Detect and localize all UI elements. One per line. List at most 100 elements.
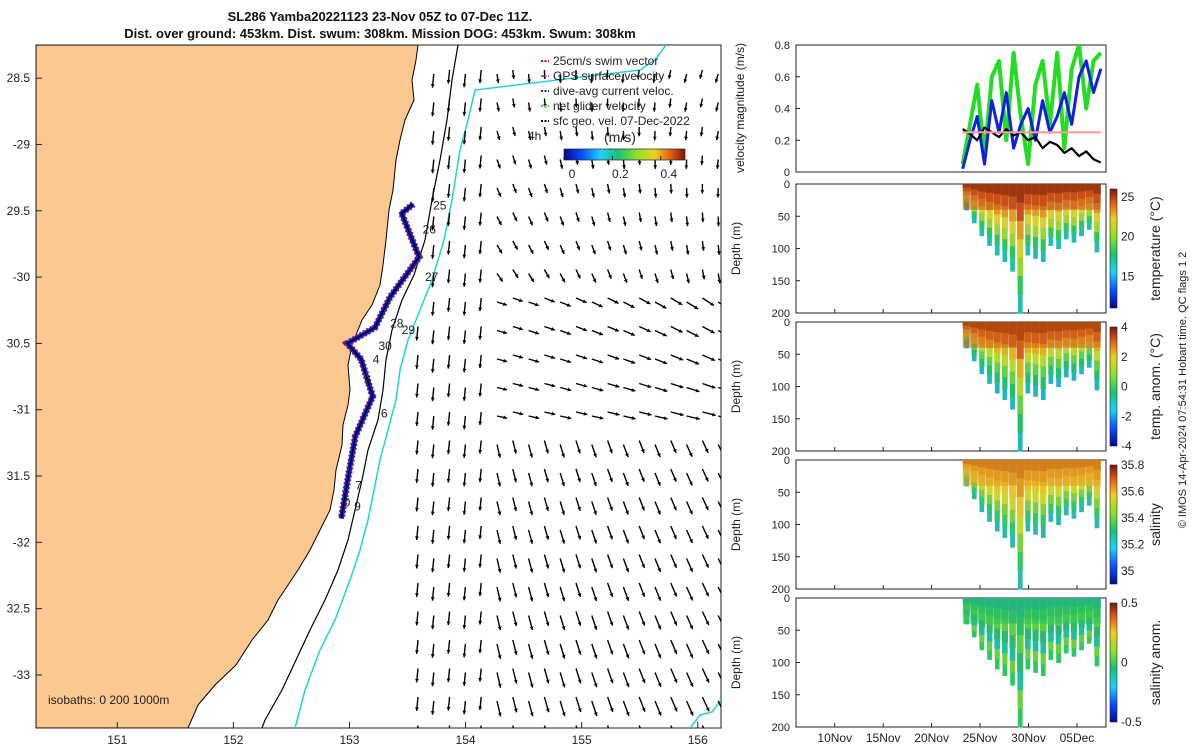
section-cell bbox=[1071, 501, 1077, 511]
legend-entry: GPS surface velocity bbox=[553, 69, 664, 83]
time-tick-label: 05Dec bbox=[1060, 731, 1095, 745]
section-cell bbox=[1094, 370, 1100, 381]
section-cell bbox=[1017, 414, 1023, 434]
time-tick-label: 30Nov bbox=[1011, 731, 1046, 745]
section-cell bbox=[1024, 214, 1031, 226]
section-cell bbox=[1086, 347, 1093, 355]
map-y-tick-label: 30.5 bbox=[7, 336, 31, 350]
section-cell bbox=[1048, 503, 1054, 514]
section-cell bbox=[986, 503, 993, 514]
section-cell bbox=[1086, 492, 1092, 500]
section-cell bbox=[1017, 432, 1023, 452]
map-y-tick-label: -32 bbox=[13, 535, 31, 549]
section-cell bbox=[1010, 246, 1016, 260]
section-cell bbox=[1025, 520, 1031, 532]
section-cell bbox=[1002, 504, 1008, 516]
section-cell bbox=[979, 220, 985, 229]
glider-track bbox=[337, 201, 424, 520]
section-cell bbox=[1063, 353, 1070, 362]
section-cell bbox=[1063, 345, 1070, 354]
section-panel: 0 50 100 150 200 Depth (m) 0.5 0 -0.5 salinity an… bbox=[729, 593, 1163, 734]
section-colorbar-tick-label: 35.4 bbox=[1121, 511, 1145, 525]
section-cell bbox=[1001, 344, 1009, 356]
section-colorbar-tick-label: -0.5 bbox=[1121, 715, 1142, 729]
section-cell bbox=[1094, 498, 1100, 509]
section-cell bbox=[1039, 482, 1047, 494]
section-cell bbox=[979, 634, 985, 643]
section-cell bbox=[994, 500, 1001, 512]
map-y-tick-label: -30 bbox=[13, 270, 31, 284]
section-cell bbox=[1032, 629, 1039, 641]
section-cell bbox=[1071, 631, 1077, 641]
section-cell bbox=[1063, 231, 1069, 240]
section-y-tick-label: 100 bbox=[772, 658, 790, 670]
legend-entry: sfc geo. vel. 07-Dec-2022 bbox=[553, 114, 690, 128]
section-cell bbox=[1056, 506, 1062, 516]
section-cell bbox=[1071, 647, 1077, 657]
section-cell bbox=[986, 641, 993, 652]
section-cell bbox=[1017, 515, 1024, 535]
section-cell bbox=[1047, 624, 1054, 634]
section-cell bbox=[1047, 348, 1054, 358]
section-cell bbox=[1063, 507, 1069, 516]
section-cell bbox=[1063, 637, 1069, 646]
map-y-tick-label: 29.5 bbox=[7, 204, 31, 218]
section-cell bbox=[1040, 664, 1046, 676]
section-cell bbox=[994, 628, 1001, 640]
section-cell bbox=[1001, 493, 1008, 505]
section-ylabel: Depth (m) bbox=[729, 636, 743, 689]
time-tick-label: 20Nov bbox=[914, 731, 949, 745]
section-cell bbox=[987, 374, 992, 384]
section-cell bbox=[994, 362, 1001, 374]
section-cell bbox=[1033, 661, 1038, 673]
time-x-ticks: 10Nov 15Nov 20Nov 25Nov 30Nov 05Dec bbox=[817, 731, 1094, 745]
map-x-tick-label: 151 bbox=[107, 733, 127, 747]
section-cell bbox=[1048, 219, 1054, 229]
section-cell bbox=[1093, 351, 1100, 362]
section-cell bbox=[1010, 660, 1016, 674]
section-cell bbox=[978, 482, 985, 491]
section-cell bbox=[1024, 628, 1031, 640]
section-cell bbox=[1025, 362, 1031, 374]
section-ylabel: Depth (m) bbox=[729, 498, 743, 551]
section-cell bbox=[994, 224, 1001, 236]
section-cell bbox=[994, 638, 1001, 650]
section-cell bbox=[1086, 623, 1093, 631]
section-colorbar-tick-label: 15 bbox=[1121, 269, 1135, 283]
section-cell bbox=[1039, 620, 1047, 632]
section-cell bbox=[971, 493, 977, 500]
map-colorbar bbox=[563, 148, 686, 161]
section-cell bbox=[1093, 627, 1100, 638]
isobath-200m bbox=[261, 45, 459, 728]
section-cell bbox=[1063, 629, 1070, 638]
section-cell bbox=[971, 355, 977, 362]
section-cell bbox=[1017, 671, 1024, 691]
section-cell bbox=[1086, 222, 1092, 230]
copyright-note: © IMOS 14-Apr-2024 07:54:31 Hobart time.… bbox=[1177, 252, 1189, 529]
section-cell bbox=[1009, 371, 1016, 385]
section-cell bbox=[1009, 208, 1016, 222]
section-cell bbox=[1048, 650, 1054, 660]
section-cell bbox=[1001, 206, 1009, 218]
section-cell bbox=[1033, 385, 1038, 397]
section-y-tick-label: 0 bbox=[784, 455, 790, 467]
section-y-tick-label: 0 bbox=[784, 179, 790, 191]
section-cell bbox=[1033, 247, 1038, 259]
section-cell bbox=[1078, 489, 1085, 498]
section-cell bbox=[1040, 642, 1047, 654]
section-cell bbox=[1048, 365, 1054, 376]
section-colorbar-tick-label: -4 bbox=[1121, 439, 1132, 453]
section-cell bbox=[1010, 258, 1015, 272]
section-cell bbox=[1017, 552, 1023, 572]
section-cell bbox=[1063, 491, 1070, 500]
section-cell bbox=[1017, 294, 1023, 314]
section-cell bbox=[1009, 346, 1016, 360]
velocity-series-line bbox=[962, 126, 1102, 164]
section-cell bbox=[1039, 344, 1047, 356]
section-cell bbox=[1040, 366, 1047, 378]
section-cell bbox=[971, 631, 977, 638]
section-cell bbox=[994, 352, 1001, 364]
section-cell bbox=[1017, 239, 1024, 259]
section-cell bbox=[1040, 217, 1047, 229]
section-cell bbox=[1040, 526, 1046, 538]
